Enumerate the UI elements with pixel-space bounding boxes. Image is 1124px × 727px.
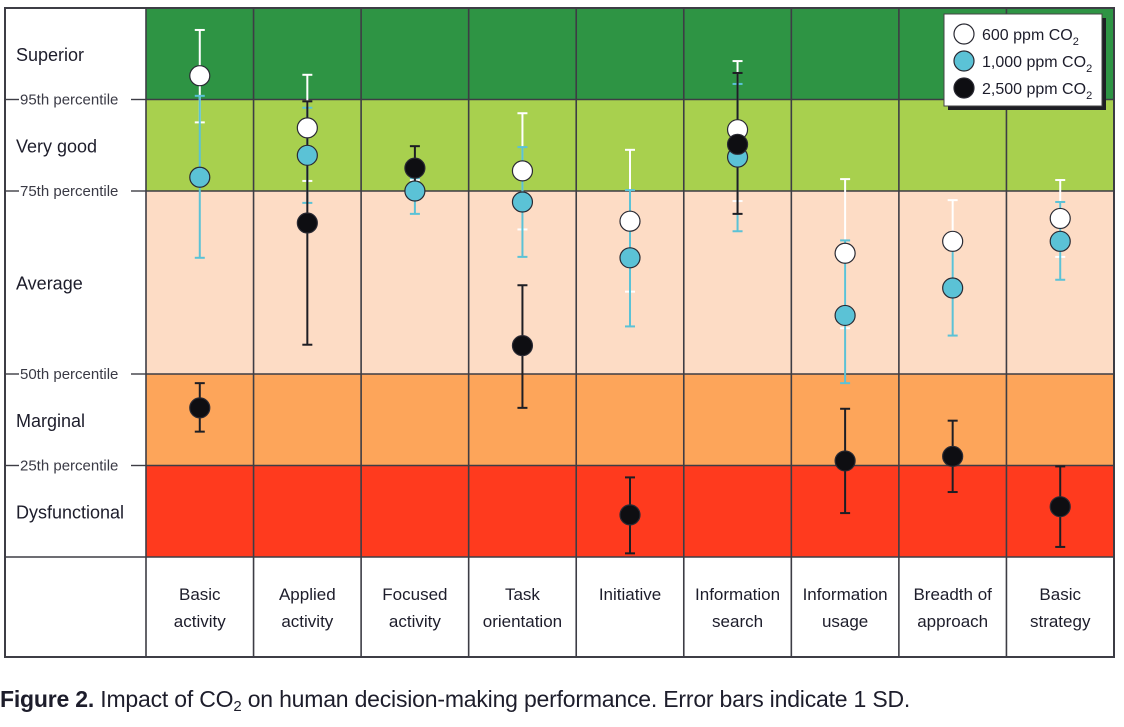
threshold-label: 75th percentile	[20, 183, 118, 200]
band-marginal	[146, 374, 1114, 466]
data-point-series-3	[726, 133, 749, 155]
category-label: usage	[822, 612, 868, 631]
legend-label: 2,500 ppm CO2	[982, 81, 1092, 102]
data-point-series-2	[834, 304, 856, 327]
data-point-series-2	[942, 277, 964, 299]
category-label: Applied	[279, 585, 336, 604]
data-point-series-3	[942, 445, 964, 467]
data-point-series-3	[296, 212, 318, 234]
data-point-series-3	[834, 450, 856, 472]
data-point-series-2	[619, 247, 641, 269]
legend-marker	[953, 77, 975, 99]
caption-subscript: 2	[233, 698, 242, 715]
category-label: activity	[389, 612, 441, 631]
category-label: Focused	[382, 585, 447, 604]
band-label: Very good	[16, 136, 97, 156]
data-point-series-2	[511, 191, 534, 213]
category-label: activity	[281, 612, 333, 631]
data-point-series-3	[404, 157, 426, 179]
category-label: Initiative	[599, 585, 661, 604]
category-labels: Basic activity Applied activity Focused activ…	[174, 585, 1091, 631]
category-label: activity	[174, 612, 226, 631]
data-point-series-3	[619, 504, 641, 526]
band-labels: 95th percentile 75th percentile 50th perce…	[5, 45, 146, 522]
band-label: Dysfunctional	[16, 502, 124, 522]
category-row	[146, 557, 1114, 657]
category-label: Information	[803, 585, 888, 604]
category-label: Basic	[1039, 585, 1081, 604]
category-label: Information	[695, 585, 780, 604]
data-point-series-1	[942, 230, 964, 252]
threshold-label: 25th percentile	[20, 458, 118, 475]
legend-marker	[953, 50, 975, 72]
caption-figure-number: Figure 2.	[0, 686, 95, 712]
caption-text-a: Impact of CO	[94, 686, 234, 712]
data-point-series-1	[296, 117, 318, 139]
data-point-series-2	[1049, 230, 1071, 252]
category-label: Task	[505, 585, 540, 604]
data-point-series-2	[404, 180, 426, 202]
data-point-series-3	[189, 397, 211, 419]
category-label: Breadth of	[913, 585, 992, 604]
data-point-series-1	[511, 160, 534, 182]
band-label: Average	[16, 274, 83, 294]
label-column	[5, 8, 146, 657]
category-label: search	[712, 612, 763, 631]
data-point-series-3	[1049, 496, 1071, 518]
data-points	[189, 28, 1071, 555]
category-label: orientation	[483, 612, 562, 631]
legend-label: 1,000 ppm CO2	[982, 54, 1092, 75]
legend: 600 ppm CO2 1,000 ppm CO2 2,500 ppm CO2	[943, 13, 1106, 110]
legend-label: 600 ppm CO2	[982, 27, 1079, 48]
data-point-series-1	[619, 210, 641, 232]
data-point-series-1	[1049, 207, 1071, 230]
data-point-series-2	[189, 166, 211, 188]
data-point-series-1	[189, 65, 211, 87]
band-label: Superior	[16, 45, 84, 65]
figure-caption: Figure 2. Impact of CO2 on human decisio…	[0, 686, 910, 715]
category-label: Basic	[179, 585, 221, 604]
category-label: strategy	[1030, 612, 1091, 631]
threshold-label: 50th percentile	[20, 366, 118, 383]
legend-marker	[953, 23, 975, 45]
band-label: Marginal	[16, 411, 85, 431]
category-label: approach	[917, 612, 988, 631]
caption-text-b: on human decision-making performance. Er…	[241, 686, 911, 712]
data-point-series-3	[511, 335, 534, 357]
data-point-series-2	[296, 144, 318, 166]
chart: 95th percentile 75th percentile 50th perce…	[4, 7, 1115, 658]
data-point-series-1	[834, 242, 856, 264]
threshold-label: 95th percentile	[20, 92, 118, 109]
